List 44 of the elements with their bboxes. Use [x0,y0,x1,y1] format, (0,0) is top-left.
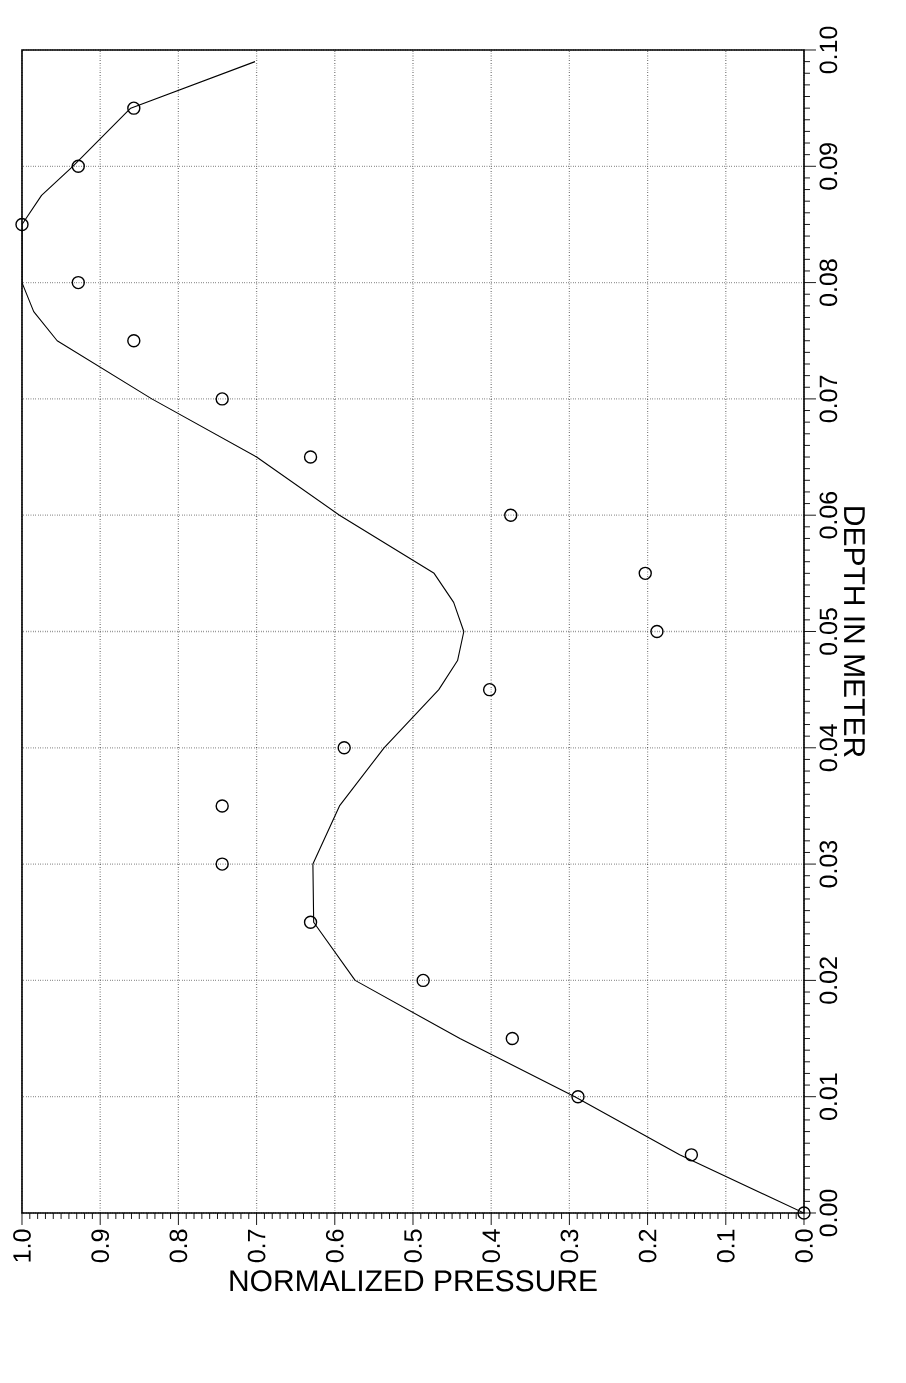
point [15,217,29,232]
y-tick-label: 0.00 [819,1189,838,1237]
x-tick-label: 0.9 [91,1229,110,1263]
point [71,275,85,290]
y-tick-label: 0.02 [819,957,838,1004]
point [71,159,85,173]
point [215,392,229,406]
point [215,857,229,871]
x-tick-label: 1.0 [13,1229,31,1262]
point [505,1031,519,1046]
y-tick-label: 0.05 [819,608,838,655]
x-axis-title: NORMALIZED PRESSURE [230,1270,597,1292]
y-tick-label: 0.07 [819,375,838,423]
point [797,1206,811,1220]
x-tick-label: 0.3 [560,1229,579,1263]
x-tick-label: 0.1 [716,1229,735,1263]
x-tick-label: 0.5 [404,1229,422,1263]
x-tick-label: 0.0 [795,1229,813,1263]
x-tick-label: 0.7 [247,1229,266,1263]
y-tick-label: 0.06 [819,491,838,539]
point [482,682,497,697]
x-tick-label: 0.4 [482,1229,501,1263]
y-tick-label: 0.09 [819,143,838,190]
y-tick-label: 0.10 [819,26,838,74]
y-tick-label: 0.04 [819,724,838,772]
point [127,334,141,348]
y-axis-title: DEPTH IN METER [844,507,865,757]
point [127,101,141,115]
point [684,1148,699,1162]
point [215,799,229,813]
point [504,508,518,522]
x-tick-label: 0.2 [638,1229,657,1263]
x-tick-label: 0.6 [325,1229,344,1263]
point [650,624,664,639]
y-tick-label: 0.01 [819,1073,838,1121]
y-tick-label: 0.08 [819,259,838,306]
point [416,973,430,988]
point [571,1090,585,1104]
y-tick-label: 0.03 [819,840,838,888]
point [303,915,318,929]
point [638,566,652,581]
point [337,741,351,755]
x-tick-label: 0.8 [169,1229,188,1263]
point [303,450,318,464]
